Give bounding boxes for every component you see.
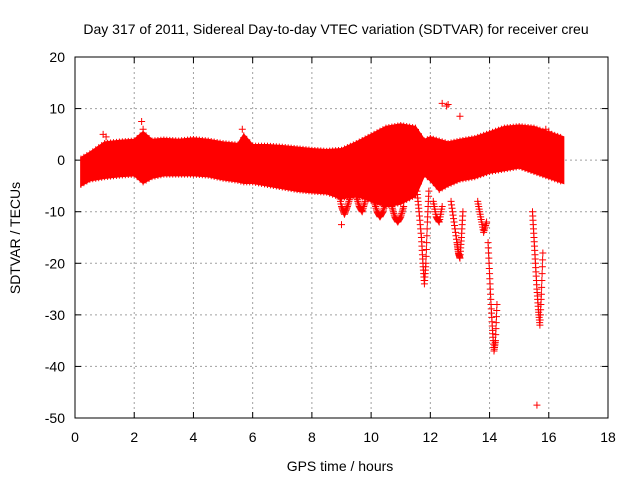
x-axis-label: GPS time / hours bbox=[287, 458, 394, 474]
data-point bbox=[459, 208, 467, 216]
data-point bbox=[425, 187, 433, 195]
y-tick-label: -30 bbox=[45, 307, 65, 323]
data-point bbox=[338, 221, 345, 229]
data-point bbox=[533, 401, 541, 409]
data-point bbox=[539, 249, 547, 257]
data-point bbox=[493, 301, 501, 309]
y-axis-label: SDTVAR / TECUs bbox=[7, 182, 23, 294]
data-point bbox=[443, 102, 451, 110]
plot-frame bbox=[74, 56, 609, 419]
data-point bbox=[539, 256, 547, 264]
data-point bbox=[346, 192, 354, 200]
data-point bbox=[423, 225, 431, 233]
y-tick-label: -40 bbox=[45, 358, 65, 374]
data-point bbox=[538, 270, 546, 278]
x-tick-label: 8 bbox=[308, 429, 316, 445]
data-point bbox=[492, 313, 500, 321]
chart-title: Day 317 of 2011, Sidereal Day-to-day VTE… bbox=[83, 21, 588, 37]
data-point bbox=[423, 232, 431, 240]
data-point bbox=[538, 276, 546, 284]
data-point bbox=[139, 125, 147, 133]
data-point bbox=[102, 133, 110, 141]
data-point bbox=[492, 319, 500, 327]
data-point bbox=[361, 197, 369, 205]
y-tick-label: -50 bbox=[45, 410, 65, 426]
data-point bbox=[538, 283, 546, 291]
data-point bbox=[492, 325, 500, 333]
x-tick-label: 2 bbox=[130, 429, 138, 445]
x-tick-label: 6 bbox=[249, 429, 257, 445]
data-point bbox=[438, 203, 446, 211]
data-point bbox=[422, 252, 430, 260]
data-point bbox=[456, 112, 464, 120]
data-cloud bbox=[80, 123, 565, 208]
data-point bbox=[493, 307, 501, 315]
x-tick-label: 14 bbox=[482, 429, 498, 445]
x-tick-label: 16 bbox=[541, 429, 557, 445]
y-tick-label: -20 bbox=[45, 255, 65, 271]
y-tick-label: 20 bbox=[49, 49, 65, 65]
data-point bbox=[492, 331, 500, 339]
grid bbox=[75, 57, 608, 418]
x-tick-label: 18 bbox=[600, 429, 616, 445]
y-tick-label: 0 bbox=[57, 152, 65, 168]
data-point bbox=[400, 203, 408, 211]
y-tick-label: -10 bbox=[45, 204, 65, 220]
x-tick-label: 4 bbox=[190, 429, 198, 445]
data-point bbox=[537, 290, 545, 298]
y-tick-label: 10 bbox=[49, 101, 65, 117]
data-point bbox=[422, 259, 430, 267]
x-tick-label: 0 bbox=[71, 429, 79, 445]
data-point bbox=[423, 239, 431, 247]
data-point bbox=[382, 197, 390, 205]
data-point bbox=[438, 99, 446, 107]
plot-area bbox=[80, 99, 565, 409]
axis-ticks: 0 2 4 6 8 10 12 14 16 18 -50 -40 -30 -20 -10 0 10 20 bbox=[45, 49, 616, 445]
data-point bbox=[538, 263, 546, 271]
x-tick-label: 12 bbox=[423, 429, 439, 445]
data-point bbox=[545, 128, 553, 136]
data-point bbox=[422, 246, 430, 254]
data-point bbox=[138, 117, 146, 125]
x-tick-label: 10 bbox=[363, 429, 379, 445]
data-point bbox=[444, 100, 452, 108]
data-point bbox=[483, 218, 491, 226]
data-point bbox=[491, 337, 499, 345]
data-point bbox=[238, 125, 246, 133]
